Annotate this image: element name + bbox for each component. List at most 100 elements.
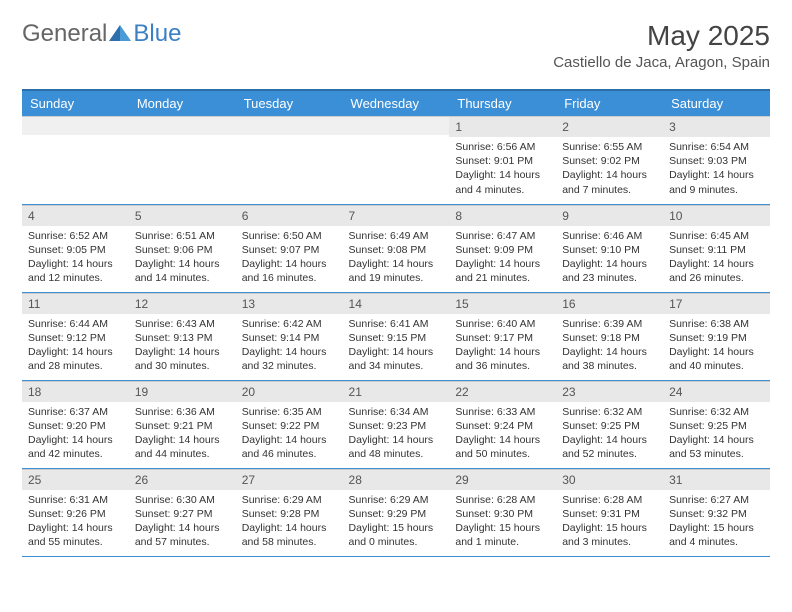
sunrise-value: 6:54 AM [711,141,750,153]
weekday-header: Monday [129,90,236,116]
sunset-line: Sunset: 9:32 PM [669,507,764,521]
day-info: Sunrise: 6:51 AMSunset: 9:06 PMDaylight:… [129,226,236,290]
sunrise-line: Sunrise: 6:32 AM [669,405,764,419]
calendar-day: 27Sunrise: 6:29 AMSunset: 9:28 PMDayligh… [236,468,343,556]
daylight-line: Daylight: 14 hours and 44 minutes. [135,433,230,461]
weekday-header: Wednesday [343,90,450,116]
sunrise-value: 6:42 AM [283,318,322,330]
day-number: 17 [663,293,770,314]
sunrise-value: 6:31 AM [69,494,108,506]
sunset-value: 9:12 PM [67,332,106,344]
sunset-line: Sunset: 9:17 PM [455,331,550,345]
weekday-header: Thursday [449,90,556,116]
sunrise-value: 6:29 AM [390,494,429,506]
daylight-line: Daylight: 14 hours and 53 minutes. [669,433,764,461]
sunrise-line: Sunrise: 6:30 AM [135,493,230,507]
day-number: 29 [449,469,556,490]
logo-text-blue: Blue [133,20,181,48]
sunrise-value: 6:40 AM [497,318,536,330]
sunrise-value: 6:41 AM [390,318,429,330]
sunrise-line: Sunrise: 6:40 AM [455,317,550,331]
sunset-value: 9:15 PM [387,332,426,344]
sunset-line: Sunset: 9:24 PM [455,419,550,433]
sunrise-line: Sunrise: 6:36 AM [135,405,230,419]
sunrise-line: Sunrise: 6:55 AM [562,140,657,154]
sunrise-value: 6:28 AM [497,494,536,506]
calendar-day: 14Sunrise: 6:41 AMSunset: 9:15 PMDayligh… [343,292,450,380]
sunset-value: 9:09 PM [494,244,533,256]
day-info: Sunrise: 6:39 AMSunset: 9:18 PMDaylight:… [556,314,663,378]
sunset-line: Sunset: 9:22 PM [242,419,337,433]
day-info: Sunrise: 6:35 AMSunset: 9:22 PMDaylight:… [236,402,343,466]
calendar-day: 26Sunrise: 6:30 AMSunset: 9:27 PMDayligh… [129,468,236,556]
calendar-day: 16Sunrise: 6:39 AMSunset: 9:18 PMDayligh… [556,292,663,380]
daylight-line: Daylight: 14 hours and 48 minutes. [349,433,444,461]
calendar-day: 7Sunrise: 6:49 AMSunset: 9:08 PMDaylight… [343,204,450,292]
day-info: Sunrise: 6:43 AMSunset: 9:13 PMDaylight:… [129,314,236,378]
sunrise-value: 6:29 AM [283,494,322,506]
day-number: 5 [129,205,236,226]
sunrise-line: Sunrise: 6:28 AM [455,493,550,507]
day-info: Sunrise: 6:34 AMSunset: 9:23 PMDaylight:… [343,402,450,466]
day-info: Sunrise: 6:36 AMSunset: 9:21 PMDaylight:… [129,402,236,466]
day-number: 28 [343,469,450,490]
daylight-line: Daylight: 14 hours and 23 minutes. [562,257,657,285]
sunrise-line: Sunrise: 6:28 AM [562,493,657,507]
sunrise-value: 6:55 AM [604,141,643,153]
calendar-week: 1Sunrise: 6:56 AMSunset: 9:01 PMDaylight… [22,116,770,204]
day-info: Sunrise: 6:38 AMSunset: 9:19 PMDaylight:… [663,314,770,378]
calendar-day: 4Sunrise: 6:52 AMSunset: 9:05 PMDaylight… [22,204,129,292]
sunrise-line: Sunrise: 6:42 AM [242,317,337,331]
day-info: Sunrise: 6:41 AMSunset: 9:15 PMDaylight:… [343,314,450,378]
sunset-line: Sunset: 9:05 PM [28,243,123,257]
sunset-value: 9:22 PM [280,420,319,432]
sunrise-line: Sunrise: 6:43 AM [135,317,230,331]
day-number: 14 [343,293,450,314]
weekday-header: Sunday [22,90,129,116]
day-info: Sunrise: 6:27 AMSunset: 9:32 PMDaylight:… [663,490,770,554]
sunrise-value: 6:32 AM [711,406,750,418]
calendar-day: 29Sunrise: 6:28 AMSunset: 9:30 PMDayligh… [449,468,556,556]
weekday-header: Friday [556,90,663,116]
calendar-day-empty [236,116,343,204]
sunrise-value: 6:35 AM [283,406,322,418]
calendar-day: 23Sunrise: 6:32 AMSunset: 9:25 PMDayligh… [556,380,663,468]
sunset-value: 9:29 PM [387,508,426,520]
sunset-value: 9:26 PM [67,508,106,520]
sunset-value: 9:02 PM [601,155,640,167]
calendar-day-empty [22,116,129,204]
daylight-line: Daylight: 15 hours and 0 minutes. [349,521,444,549]
daylight-line: Daylight: 14 hours and 9 minutes. [669,168,764,196]
daylight-line: Daylight: 14 hours and 19 minutes. [349,257,444,285]
sunset-value: 9:19 PM [708,332,747,344]
calendar-week: 11Sunrise: 6:44 AMSunset: 9:12 PMDayligh… [22,292,770,380]
calendar-day: 11Sunrise: 6:44 AMSunset: 9:12 PMDayligh… [22,292,129,380]
day-number: 4 [22,205,129,226]
day-info: Sunrise: 6:32 AMSunset: 9:25 PMDaylight:… [556,402,663,466]
sunset-value: 9:05 PM [67,244,106,256]
sunset-line: Sunset: 9:21 PM [135,419,230,433]
sunrise-line: Sunrise: 6:27 AM [669,493,764,507]
day-info: Sunrise: 6:28 AMSunset: 9:30 PMDaylight:… [449,490,556,554]
daylight-line: Daylight: 14 hours and 26 minutes. [669,257,764,285]
sunset-value: 9:32 PM [708,508,747,520]
sunrise-value: 6:45 AM [711,230,750,242]
sunrise-line: Sunrise: 6:41 AM [349,317,444,331]
calendar-day: 5Sunrise: 6:51 AMSunset: 9:06 PMDaylight… [129,204,236,292]
calendar-day: 24Sunrise: 6:32 AMSunset: 9:25 PMDayligh… [663,380,770,468]
sunrise-line: Sunrise: 6:51 AM [135,229,230,243]
day-number: 23 [556,381,663,402]
calendar-table: SundayMondayTuesdayWednesdayThursdayFrid… [22,89,770,557]
calendar-day: 31Sunrise: 6:27 AMSunset: 9:32 PMDayligh… [663,468,770,556]
sunset-value: 9:06 PM [173,244,212,256]
sunset-line: Sunset: 9:09 PM [455,243,550,257]
day-info: Sunrise: 6:31 AMSunset: 9:26 PMDaylight:… [22,490,129,554]
sunset-value: 9:14 PM [280,332,319,344]
sunrise-value: 6:27 AM [711,494,750,506]
sunset-value: 9:13 PM [173,332,212,344]
sunrise-value: 6:30 AM [176,494,215,506]
daylight-line: Daylight: 14 hours and 46 minutes. [242,433,337,461]
sunrise-line: Sunrise: 6:29 AM [349,493,444,507]
day-number-empty [343,116,450,135]
sunrise-value: 6:36 AM [176,406,215,418]
